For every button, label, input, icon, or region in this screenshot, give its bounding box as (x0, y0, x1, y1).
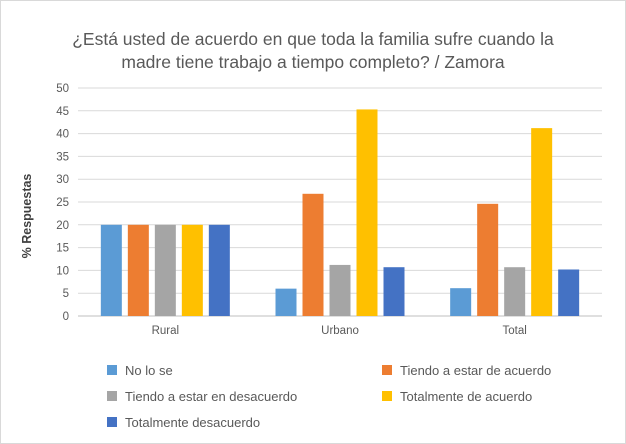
bar-rural-4 (181, 224, 203, 316)
legend-swatch (382, 391, 392, 401)
y-tick-label: 20 (56, 220, 69, 232)
bar-urbano-5 (383, 267, 405, 316)
legend-label: Tiendo a estar de acuerdo (400, 362, 552, 378)
y-tick-label: 10 (56, 265, 69, 277)
bars (100, 109, 580, 316)
legend-label: Totalmente de acuerdo (400, 388, 533, 404)
y-tick-label: 50 (56, 83, 69, 95)
legend-item: Totalmente de acuerdo (382, 388, 532, 404)
x-tick-label: Rural (152, 325, 179, 337)
legend-label: Tiendo a estar en desacuerdo (125, 388, 298, 404)
x-tick-label: Urbano (321, 325, 359, 337)
legend-item: Tiendo a estar de acuerdo (382, 362, 551, 378)
y-tick-label: 35 (56, 151, 69, 163)
bar-urbano-4 (356, 109, 378, 316)
bar-total-2 (477, 203, 499, 316)
chart-title: ¿Está usted de acuerdo en que toda la fa… (40, 28, 586, 74)
bar-total-5 (558, 269, 580, 316)
bar-total-1 (450, 288, 472, 316)
x-tick-labels: Rural Urbano Total (152, 325, 527, 337)
y-tick-label: 5 (63, 288, 69, 300)
legend-swatch (107, 417, 117, 427)
bar-total-4 (531, 128, 553, 316)
bar-rural-3 (154, 224, 176, 316)
legend-swatch (107, 391, 117, 401)
legend-item: No lo se (107, 362, 173, 378)
bar-rural-5 (208, 224, 230, 316)
y-tick-label: 25 (56, 197, 69, 209)
legend-label: No lo se (125, 362, 173, 378)
legend-label: Totalmente desacuerdo (125, 414, 261, 430)
legend-item: Totalmente desacuerdo (107, 414, 260, 430)
y-tick-label: 40 (56, 129, 69, 141)
legend-swatch (382, 365, 392, 375)
bar-rural-1 (100, 224, 122, 316)
bar-rural-2 (127, 224, 149, 316)
bar-total-3 (504, 267, 526, 316)
y-tick-label: 45 (56, 106, 69, 118)
chart-title-line-1: ¿Está usted de acuerdo en que toda la fa… (72, 29, 554, 49)
y-tick-label: 0 (63, 311, 69, 323)
y-tick-labels: 0 5 10 15 20 25 30 35 40 45 50 (56, 83, 69, 323)
bar-urbano-1 (275, 288, 297, 316)
chart-title-line-2: madre tiene trabajo a tiempo completo? /… (121, 52, 505, 72)
y-axis-label: % Respuestas (20, 174, 34, 259)
y-tick-label: 30 (56, 174, 69, 186)
bar-urbano-2 (302, 193, 324, 316)
x-tick-label: Total (503, 325, 527, 337)
legend-item: Tiendo a estar en desacuerdo (107, 388, 297, 404)
legend-swatch (107, 365, 117, 375)
bar-urbano-3 (329, 264, 351, 316)
y-tick-label: 15 (56, 243, 69, 255)
